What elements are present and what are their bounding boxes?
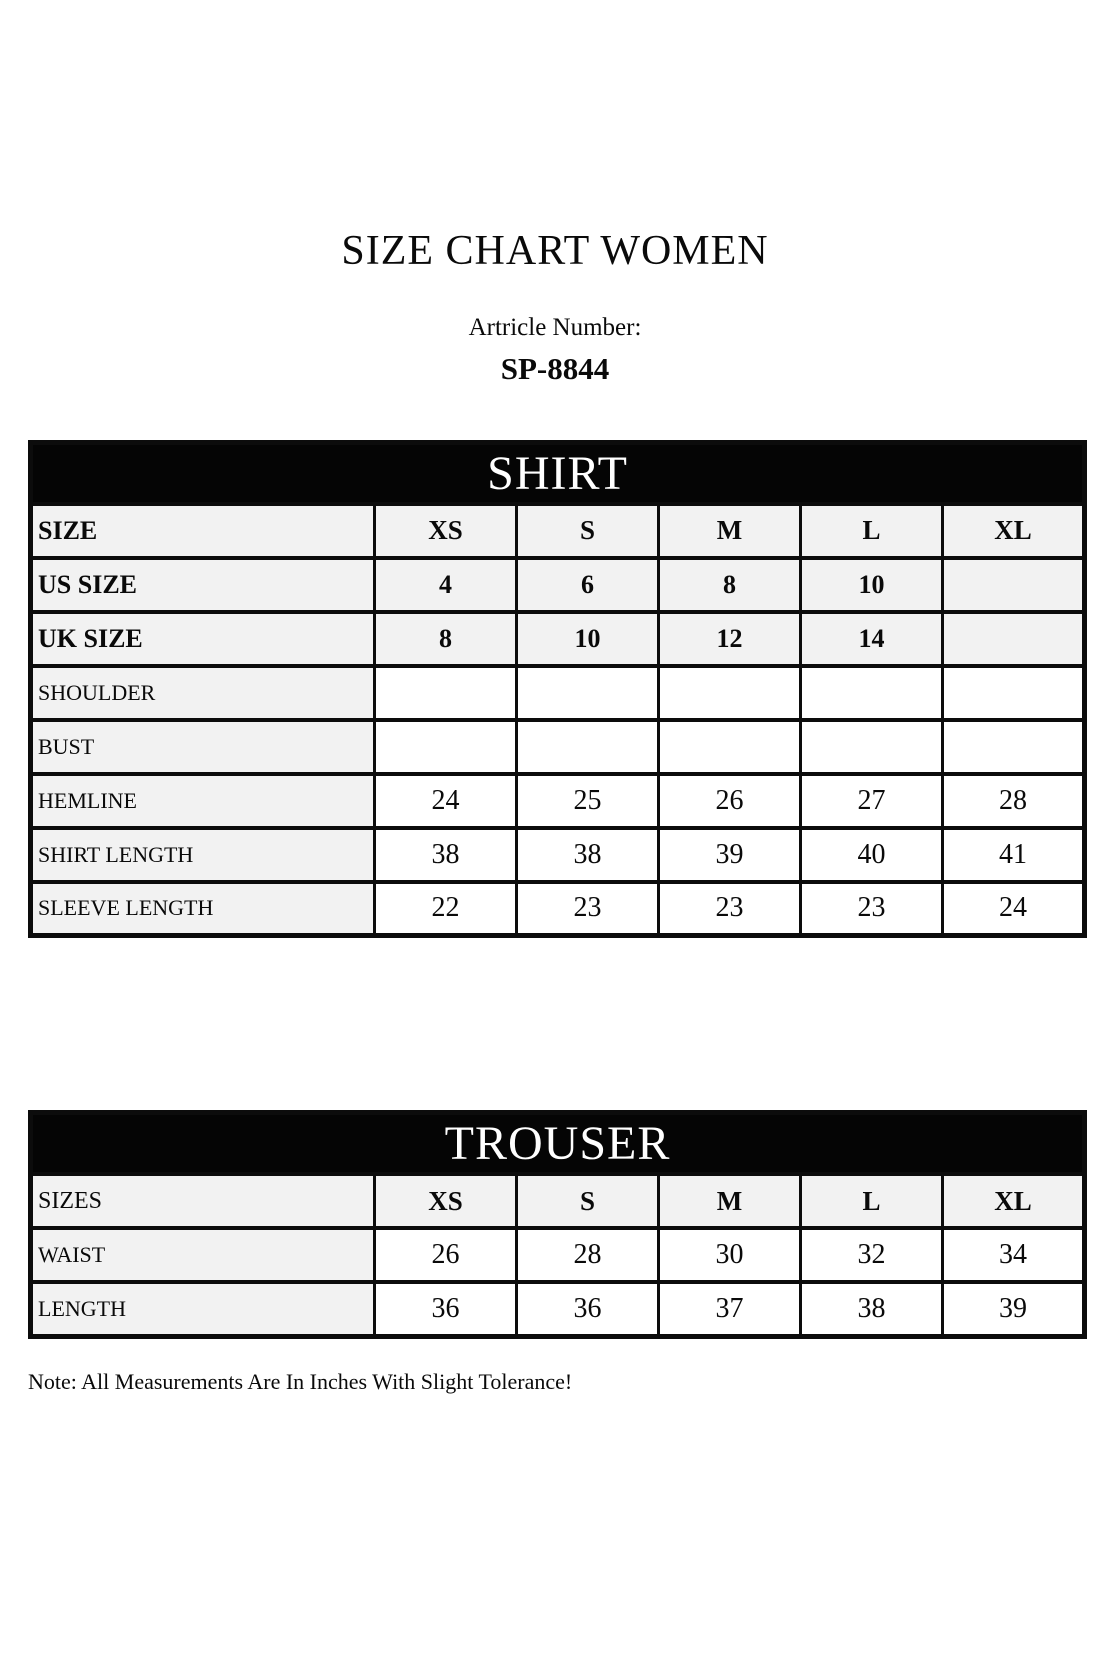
row-label-cell: SIZES [29, 1172, 376, 1231]
shirt-table: SHIRT SIZE XS S M L XL US SIZE 4 6 8 10 … [28, 439, 1088, 939]
value-cell: 34 [940, 1226, 1087, 1285]
value-cell: 8 [657, 555, 802, 614]
row-label-cell: US SIZE [29, 555, 376, 614]
value-cell: XL [940, 501, 1087, 560]
row-label-cell: UK SIZE [29, 609, 376, 668]
value-cell [657, 717, 802, 776]
value-cell: 25 [515, 771, 660, 830]
table-row: SLEEVE LENGTH 22 23 23 23 24 [29, 879, 1087, 938]
value-cell: S [515, 501, 660, 560]
value-cell [515, 717, 660, 776]
page-title: SIZE CHART WOMEN [341, 228, 769, 274]
value-cell: 38 [515, 825, 660, 884]
note-text: Note: All Measurements Are In Inches Wit… [28, 1368, 573, 1394]
value-cell: 28 [515, 1226, 660, 1285]
shirt-band-row: SHIRT [28, 440, 1087, 506]
row-label-cell: HEMLINE [29, 771, 376, 830]
table-row: UK SIZE 8 10 12 14 [29, 609, 1087, 668]
value-cell [940, 555, 1087, 614]
value-cell: 10 [515, 609, 660, 668]
value-cell: S [515, 1172, 660, 1231]
value-cell: 24 [940, 879, 1087, 938]
trouser-table: TROUSER SIZES XS S M L XL WAIST 26 28 30… [28, 1110, 1088, 1339]
value-cell: 38 [373, 825, 518, 884]
value-cell: XS [373, 501, 518, 560]
table-row: SHOULDER [29, 663, 1087, 722]
row-label-cell: WAIST [29, 1226, 376, 1285]
table-row: WAIST 26 28 30 32 34 [29, 1226, 1087, 1285]
value-cell: L [799, 1172, 944, 1231]
value-cell: 24 [373, 771, 518, 830]
row-label-cell: SIZE [29, 501, 376, 560]
value-cell: 39 [657, 825, 802, 884]
trouser-band-title: TROUSER [28, 1110, 1087, 1177]
table-row: US SIZE 4 6 8 10 [29, 555, 1087, 614]
value-cell [799, 717, 944, 776]
value-cell: 26 [373, 1226, 518, 1285]
value-cell: 12 [657, 609, 802, 668]
article-number-value: SP-8844 [500, 350, 610, 386]
value-cell: M [657, 1172, 802, 1231]
value-cell: 26 [657, 771, 802, 830]
table-row: SIZE XS S M L XL [29, 501, 1087, 560]
value-cell: 36 [373, 1280, 518, 1339]
value-cell: XL [940, 1172, 1087, 1231]
value-cell [515, 663, 660, 722]
row-label-cell: BUST [29, 717, 376, 776]
value-cell: 4 [373, 555, 518, 614]
value-cell: 30 [657, 1226, 802, 1285]
row-label-cell: SHIRT LENGTH [29, 825, 376, 884]
value-cell: XS [373, 1172, 518, 1231]
value-cell: 27 [799, 771, 944, 830]
row-label-cell: SHOULDER [29, 663, 376, 722]
value-cell: 39 [940, 1280, 1087, 1339]
trouser-band-row: TROUSER [28, 1110, 1087, 1177]
row-label-cell: LENGTH [29, 1280, 376, 1339]
value-cell: 41 [940, 825, 1087, 884]
shirt-band-title: SHIRT [28, 440, 1087, 506]
value-cell: 14 [799, 609, 944, 668]
value-cell [940, 609, 1087, 668]
value-cell [940, 717, 1087, 776]
value-cell [373, 717, 518, 776]
value-cell: M [657, 501, 802, 560]
value-cell: 6 [515, 555, 660, 614]
value-cell: 23 [657, 879, 802, 938]
value-cell: 23 [799, 879, 944, 938]
table-row: BUST [29, 717, 1087, 776]
article-number-label: Artricle Number: [468, 314, 642, 342]
value-cell: 10 [799, 555, 944, 614]
table-row: SHIRT LENGTH 38 38 39 40 41 [29, 825, 1087, 884]
value-cell: 22 [373, 879, 518, 938]
table-row: HEMLINE 24 25 26 27 28 [29, 771, 1087, 830]
value-cell [799, 663, 944, 722]
value-cell: 32 [799, 1226, 944, 1285]
value-cell: 40 [799, 825, 944, 884]
table-row: LENGTH 36 36 37 38 39 [29, 1280, 1087, 1339]
value-cell [657, 663, 802, 722]
value-cell: 38 [799, 1280, 944, 1339]
value-cell: 36 [515, 1280, 660, 1339]
value-cell [373, 663, 518, 722]
value-cell: 37 [657, 1280, 802, 1339]
value-cell [940, 663, 1087, 722]
row-label-cell: SLEEVE LENGTH [29, 879, 376, 938]
table-row: SIZES XS S M L XL [29, 1172, 1087, 1231]
value-cell: 23 [515, 879, 660, 938]
value-cell: 28 [940, 771, 1087, 830]
value-cell: 8 [373, 609, 518, 668]
value-cell: L [799, 501, 944, 560]
